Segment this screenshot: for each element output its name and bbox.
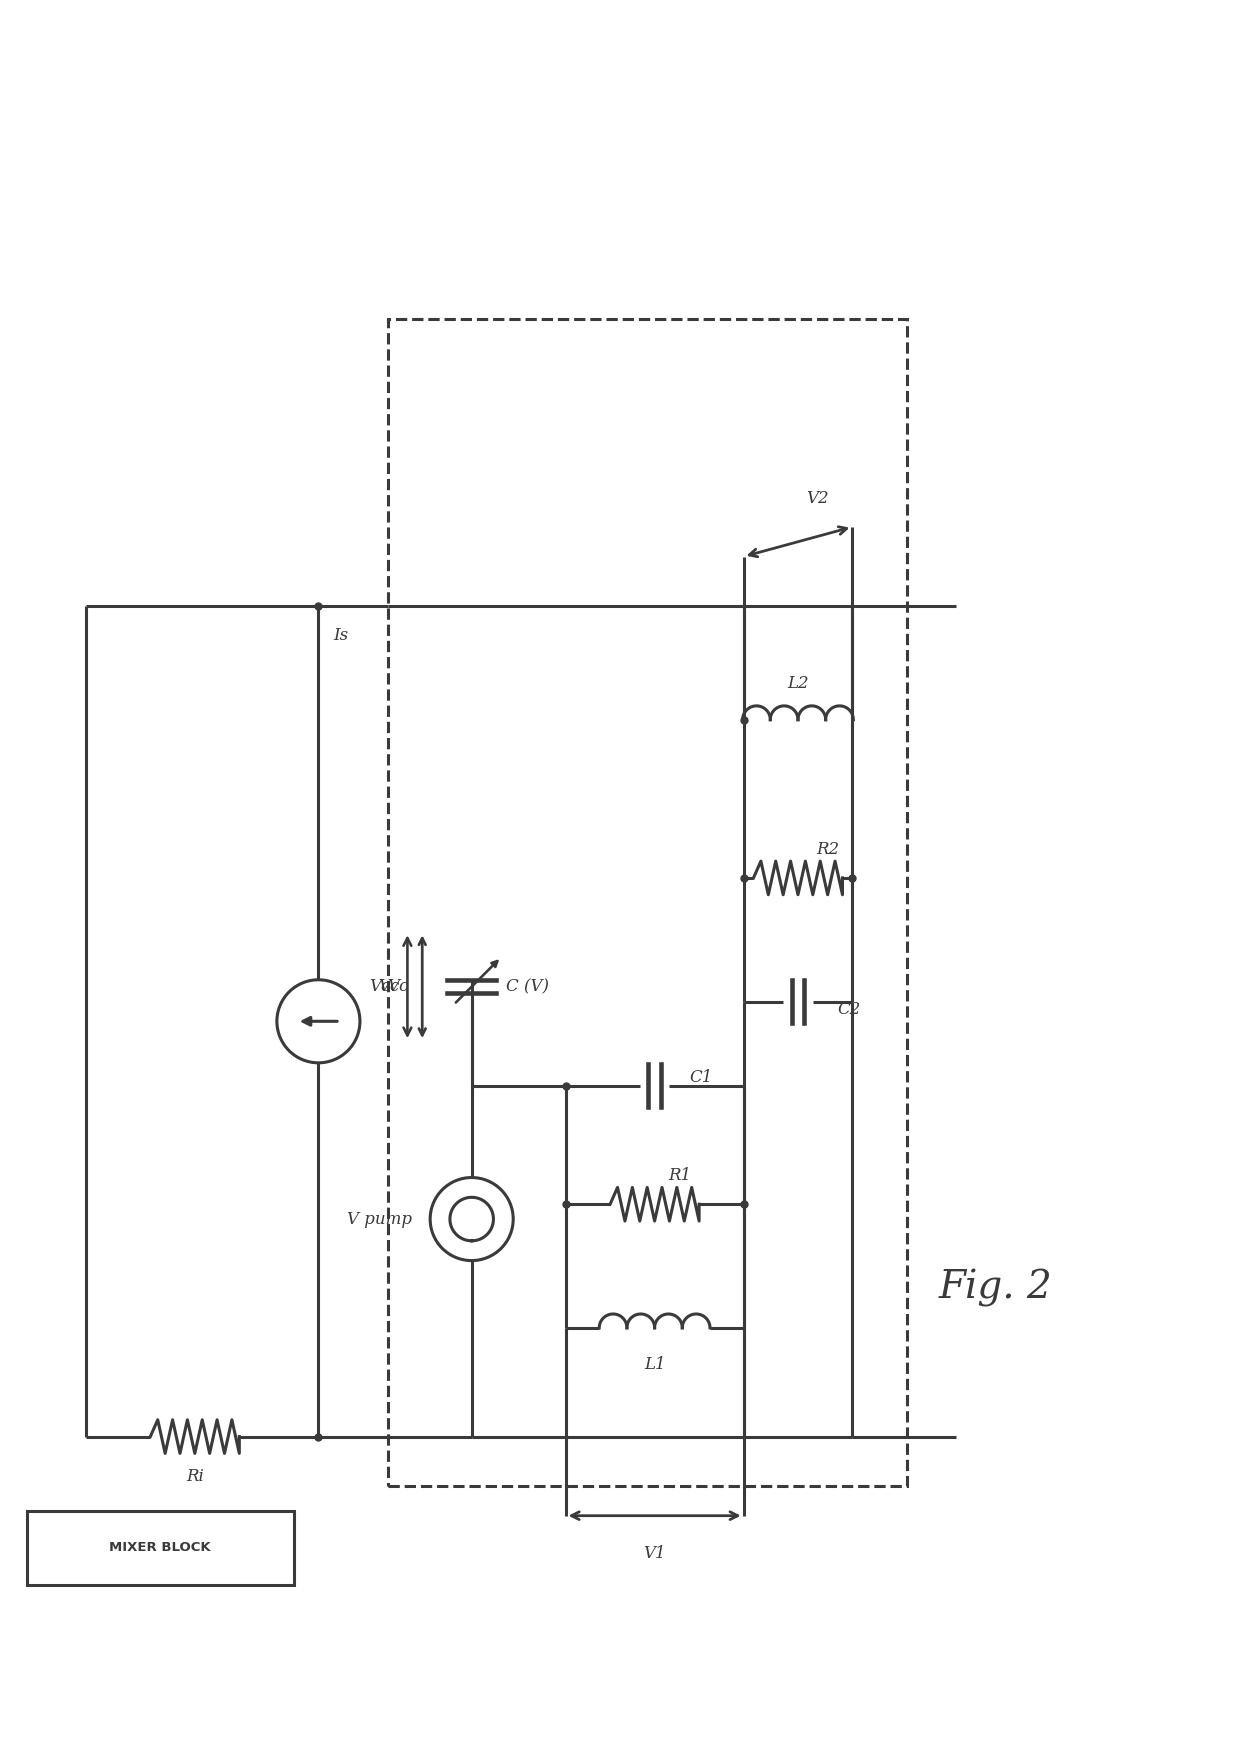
Text: C1: C1	[689, 1068, 713, 1086]
Text: C (V): C (V)	[506, 978, 549, 995]
Bar	[388, 319, 906, 1487]
Text: Vc: Vc	[378, 978, 399, 995]
Text: C2: C2	[837, 1000, 861, 1018]
Text: L1: L1	[644, 1356, 666, 1372]
Text: V1: V1	[644, 1546, 666, 1562]
Text: Vc: Vc	[370, 978, 391, 995]
Text: Vc: Vc	[387, 978, 408, 995]
Text: R1: R1	[668, 1168, 691, 1185]
Text: L2: L2	[787, 675, 808, 692]
Text: V2: V2	[806, 490, 830, 507]
Text: Ri: Ri	[186, 1468, 203, 1485]
Text: Is: Is	[334, 627, 348, 645]
Text: R2: R2	[816, 842, 839, 858]
Bar	[27, 1511, 294, 1584]
Text: MIXER BLOCK: MIXER BLOCK	[109, 1541, 211, 1555]
Text: V pump: V pump	[347, 1211, 413, 1227]
Text: Fig. 2: Fig. 2	[939, 1269, 1053, 1307]
